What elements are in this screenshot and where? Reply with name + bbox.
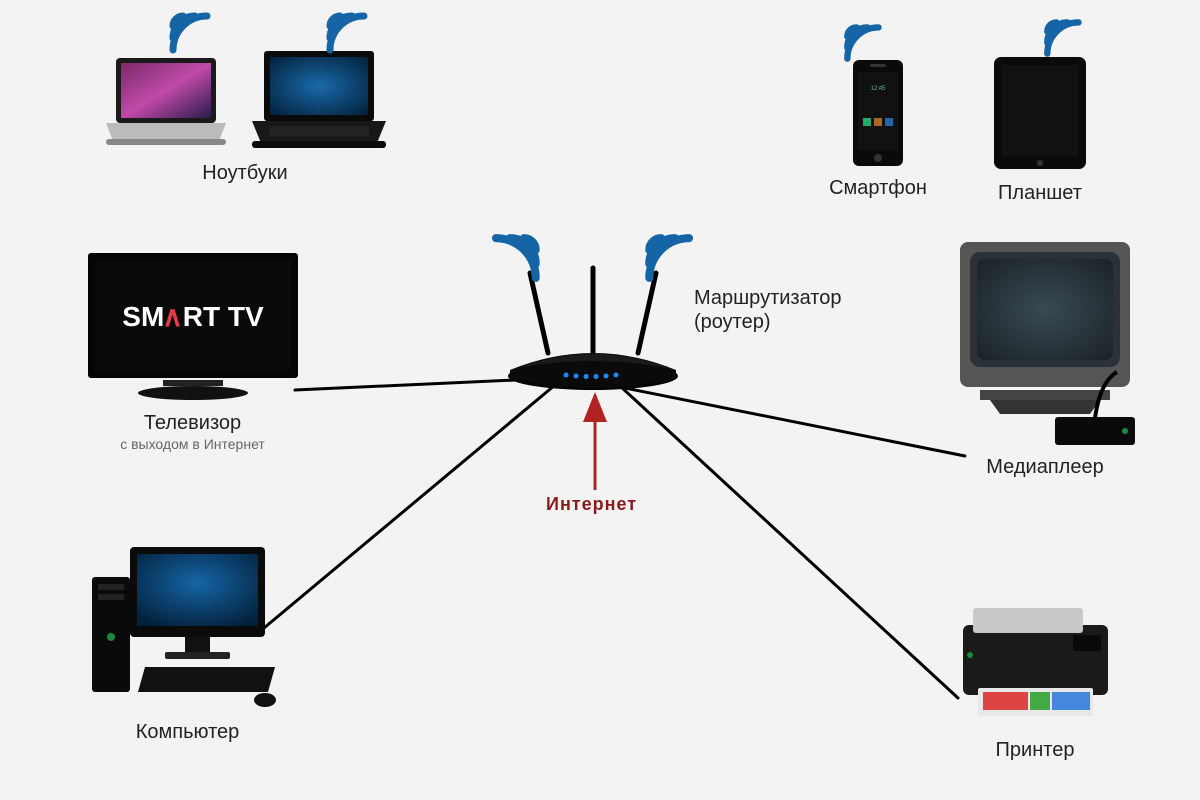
- wifi-icon: [322, 8, 382, 58]
- tv-sublabel: с выходом в Интернет: [120, 435, 265, 453]
- smartphone-label: Смартфон: [829, 176, 927, 200]
- tablet-node: Планшет: [975, 53, 1105, 205]
- laptops-node: Ноутбуки: [100, 48, 390, 185]
- smartphone-icon: 12:45: [848, 58, 908, 168]
- tv-label: Телевизор: [144, 411, 241, 435]
- wifi-icon: [165, 8, 225, 58]
- laptop-icon: [249, 48, 389, 153]
- laptop-icon: [101, 53, 231, 153]
- tablet-icon: [990, 53, 1090, 173]
- internet-label: Интернет: [546, 494, 637, 515]
- router-label-block: Маршрутизатор (роутер): [694, 286, 841, 334]
- svg-text:12:45: 12:45: [870, 86, 886, 92]
- printer-label: Принтер: [996, 738, 1075, 762]
- mediaplayer-icon: [945, 232, 1145, 457]
- tv-icon: SM∧RT TV: [83, 248, 303, 403]
- wifi-icon: [640, 228, 710, 288]
- mediaplayer-label: Медиаплеер: [986, 455, 1103, 479]
- tablet-label: Планшет: [998, 181, 1082, 205]
- wifi-icon: [1040, 15, 1095, 61]
- tv-text: SM∧RT TV: [122, 301, 264, 332]
- computer-node: Компьютер: [85, 542, 290, 744]
- wifi-icon: [840, 20, 895, 66]
- printer-icon: [948, 600, 1123, 730]
- laptops-label: Ноутбуки: [202, 161, 287, 185]
- mediaplayer-node: Медиаплеер: [940, 232, 1150, 479]
- wifi-icon: [475, 228, 545, 288]
- smartphone-node: 12:45 Смартфон: [828, 58, 928, 200]
- tv-node: SM∧RT TV Телевизор с выходом в Интернет: [75, 248, 310, 453]
- router-label: Маршрутизатор: [694, 286, 841, 310]
- computer-icon: [90, 542, 285, 712]
- router-sublabel: (роутер): [694, 310, 841, 334]
- computer-label: Компьютер: [136, 720, 240, 744]
- printer-node: Принтер: [940, 600, 1130, 762]
